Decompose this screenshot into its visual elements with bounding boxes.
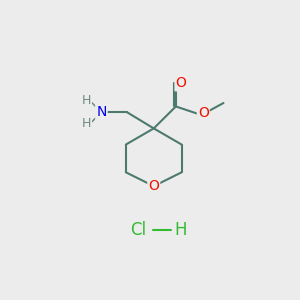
Text: O: O — [148, 179, 159, 193]
Text: O: O — [176, 76, 186, 90]
Text: H: H — [82, 117, 91, 130]
Text: N: N — [96, 105, 106, 119]
Text: Cl: Cl — [130, 221, 147, 239]
Text: H: H — [82, 94, 91, 107]
Text: H: H — [174, 221, 187, 239]
Text: O: O — [198, 106, 209, 120]
